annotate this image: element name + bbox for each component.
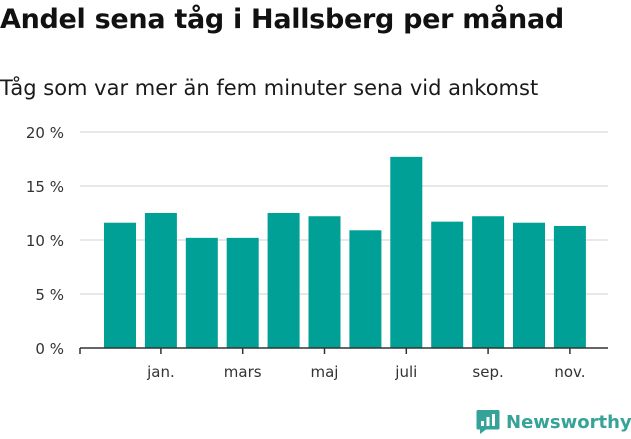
x-tick-label: mars xyxy=(224,363,262,381)
bar-sep xyxy=(472,216,505,348)
bar-feb xyxy=(185,237,218,348)
y-tick-label: 5 % xyxy=(35,286,64,304)
x-tick-label: jan. xyxy=(146,363,175,381)
y-tick-label: 15 % xyxy=(26,178,64,196)
bar-mars xyxy=(226,237,259,348)
bar-nov xyxy=(553,225,586,348)
newsworthy-chart-bubble-icon xyxy=(476,410,500,434)
y-tick-label: 20 % xyxy=(26,124,64,142)
x-tick-label: maj xyxy=(311,363,339,381)
bar-juni xyxy=(349,230,382,348)
bar-jan xyxy=(144,213,177,348)
bar-juli xyxy=(390,156,423,348)
bar-okt xyxy=(513,222,545,348)
x-tick-label: sep. xyxy=(472,363,503,381)
chart-subtitle: Tåg som var mer än fem minuter sena vid … xyxy=(0,76,539,100)
logo-text: Newsworthy xyxy=(506,411,631,433)
newsworthy-logo: Newsworthy xyxy=(476,409,631,435)
x-tick-label: juli xyxy=(394,363,417,381)
bar-maj xyxy=(308,216,341,348)
y-tick-label: 10 % xyxy=(26,232,64,250)
bar-dec xyxy=(104,222,136,348)
chart-title: Andel sena tåg i Hallsberg per månad xyxy=(0,4,564,35)
y-tick-label: 0 % xyxy=(35,340,64,358)
bar-aug xyxy=(431,221,464,348)
bar-apr xyxy=(267,213,300,348)
x-tick-label: nov. xyxy=(554,363,585,381)
